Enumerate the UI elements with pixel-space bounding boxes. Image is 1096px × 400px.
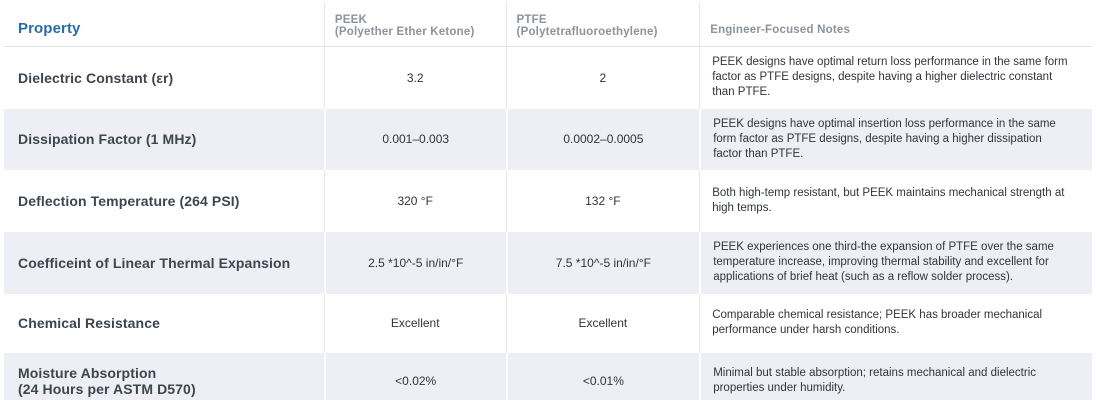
engineer-notes: Both high-temp resistant, but PEEK maint… [699, 170, 1092, 233]
engineer-notes: PEEK experiences one third-the expansion… [699, 232, 1092, 294]
peek-value: 0.001–0.003 [323, 108, 506, 171]
property-label: Coefficeint of Linear Thermal Expansion [4, 232, 324, 294]
engineer-notes: PEEK designs have optimal return loss pe… [699, 47, 1092, 109]
peek-value: 3.2 [323, 47, 506, 109]
peek-value: 2.5 *10^-5 in/in/°F [323, 232, 506, 294]
table-body: Dielectric Constant (εr) 3.2 2 PEEK desi… [4, 47, 1092, 400]
property-label: Chemical Resistance [18, 315, 160, 332]
column-header-peek: PEEK (Polyether Ether Ketone) [323, 2, 506, 47]
ptfe-header-label: PTFE [516, 14, 547, 26]
peek-value: <0.02% [323, 352, 506, 400]
table-row-moisture-absorption: Moisture Absorption (24 Hours per ASTM D… [4, 352, 1092, 400]
ptfe-value: Excellent [505, 293, 700, 353]
table-row-thermal-expansion: Coefficeint of Linear Thermal Expansion … [4, 232, 1092, 294]
property-label: Moisture Absorption (24 Hours per ASTM D… [4, 352, 324, 400]
ptfe-value: 132 °F [505, 170, 700, 233]
ptfe-value: 2 [505, 47, 700, 109]
ptfe-value: 0.0002–0.0005 [505, 108, 700, 171]
table-header: Property PEEK (Polyether Ether Ketone) P… [4, 2, 1092, 47]
peek-value: Excellent [323, 293, 506, 353]
column-header-property: Property [4, 2, 324, 47]
table-row-deflection-temperature: Deflection Temperature (264 PSI) 320 °F … [4, 170, 1092, 233]
ptfe-value: <0.01% [505, 352, 700, 400]
engineer-notes: PEEK designs have optimal insertion loss… [699, 108, 1092, 171]
table-row-dissipation-factor: Dissipation Factor (1 MHz) 0.001–0.003 0… [4, 108, 1092, 171]
header-row: Property PEEK (Polyether Ether Ketone) P… [4, 2, 1092, 47]
table-row-chemical-resistance: Chemical Resistance Excellent Excellent … [4, 293, 1092, 353]
property-label: Dielectric Constant (εr) [18, 69, 174, 86]
engineer-notes: Comparable chemical resistance; PEEK has… [699, 293, 1092, 353]
column-header-ptfe: PTFE (Polytetrafluoroethylene) [505, 2, 700, 47]
peek-header-label: PEEK [334, 14, 367, 26]
property-label: Deflection Temperature (264 PSI) [18, 193, 240, 210]
table-row-dielectric-constant: Dielectric Constant (εr) 3.2 2 PEEK desi… [4, 47, 1092, 109]
peek-value: 320 °F [323, 170, 506, 233]
property-header-label: Property [18, 20, 81, 37]
property-label: Dissipation Factor (1 MHz) [4, 108, 324, 171]
notes-header-label: Engineer-Focused Notes [710, 24, 851, 36]
material-comparison-table: Property PEEK (Polyether Ether Ketone) P… [4, 2, 1092, 400]
column-header-notes: Engineer-Focused Notes [699, 2, 1092, 47]
ptfe-header-sublabel: (Polytetrafluoroethylene) [516, 26, 658, 38]
engineer-notes: Minimal but stable absorption; retains m… [699, 352, 1092, 400]
ptfe-value: 7.5 *10^-5 in/in/°F [505, 232, 700, 294]
peek-header-sublabel: (Polyether Ether Ketone) [334, 26, 475, 38]
